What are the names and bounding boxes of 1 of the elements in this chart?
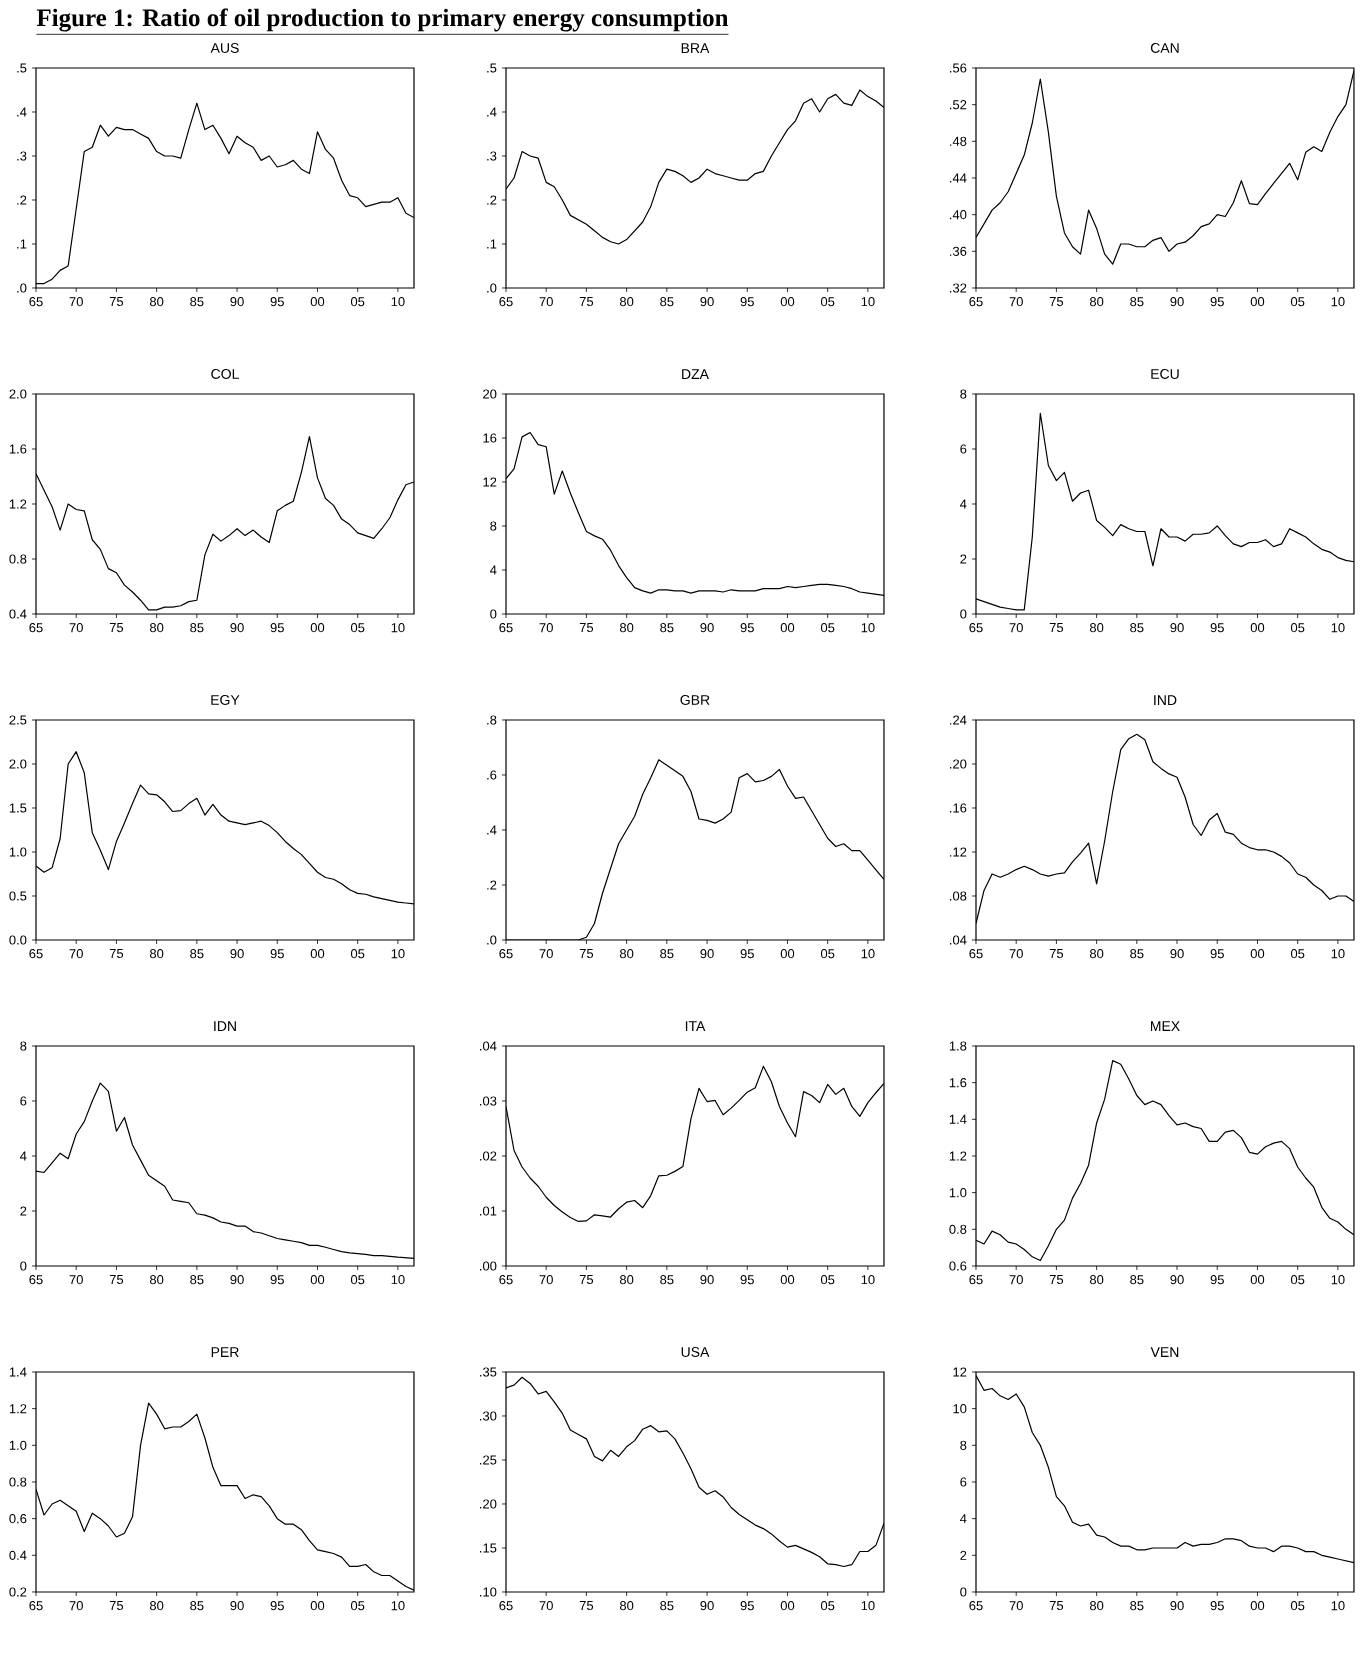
text: Figure 1: Ratio of oil production to primary energy consumption	[36, 8, 729, 32]
